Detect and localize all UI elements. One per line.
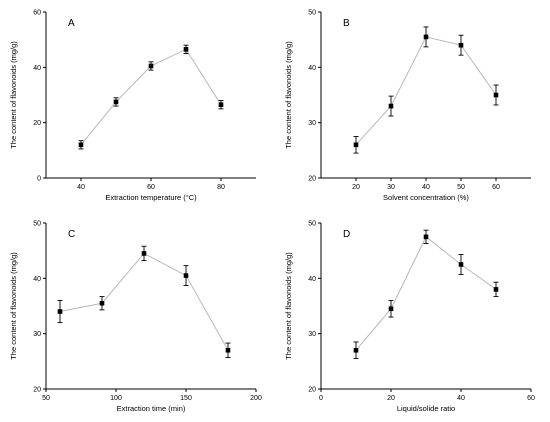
y-tick-label-b: 50 [308,10,316,17]
series-line-d [355,236,497,351]
x-tick-label-d: 40 [457,395,465,402]
y-tick-label-d: 30 [308,331,316,338]
chart-panel-a: 40 60 80 0 20 40 60 Extraction temperature (°C)… [0,0,275,211]
y-tick-label-b: 20 [308,176,316,183]
data-point-c [225,347,231,353]
x-tick-label-a: 40 [77,184,85,191]
data-point-d [353,347,359,353]
x-tick-label-c: 50 [42,395,50,402]
data-point-a [78,142,84,148]
series-line-c [59,252,229,351]
data-point-d [458,262,464,267]
data-point-b [388,103,394,109]
data-point-b [493,92,499,98]
data-point-c [183,273,189,278]
data-point-c [99,300,105,306]
data-point-b [353,142,359,148]
panel-letter-d: D [343,229,350,240]
chart-b-svg: 20 30 40 50 60 20 30 40 50 Solvent concentration … [284,10,531,202]
y-tick-label-a: 20 [33,120,41,127]
data-point-a [218,102,224,107]
y-tick-label-a: 60 [33,10,41,17]
chart-panel-b: 20 30 40 50 60 20 30 40 50 Solvent concentration … [275,0,550,211]
x-axis-label-d: Liquid/solide ratio [397,404,455,413]
series-line-b [355,36,497,146]
data-point-c [141,251,147,256]
data-point-b [423,34,429,40]
y-tick-label-c: 30 [33,331,41,338]
y-tick-label-b: 40 [308,65,316,72]
data-point-a [113,99,119,105]
chart-panel-c: 50 100 150 200 20 30 40 50 Extraction time (min)… [0,211,275,422]
y-tick-label-d: 50 [308,221,316,228]
y-axis-label-c: The content of flavonoids (mg/g) [9,252,18,360]
y-axis-label-b: The content of flavonoids (mg/g) [284,41,293,149]
data-point-c [57,309,63,314]
y-tick-label-b: 30 [308,120,316,127]
y-tick-label-d: 20 [308,387,316,394]
x-tick-label-d: 20 [387,395,395,402]
panel-letter-b: B [343,18,350,29]
data-point-b [458,42,464,48]
x-tick-label-b: 60 [492,184,500,191]
x-tick-label-d: 60 [527,395,535,402]
data-point-d [423,234,429,240]
y-axis-label-d: The content of flavonoids (mg/g) [284,252,293,360]
y-tick-label-c: 40 [33,276,41,283]
x-tick-label-a: 80 [217,184,225,191]
data-point-a [148,63,154,69]
y-tick-label-c: 20 [33,387,41,394]
data-point-d [493,287,499,292]
x-tick-label-b: 20 [352,184,360,191]
chart-panel-d: 0 20 40 60 20 30 40 50 Liquid/solide ratio The co… [275,211,550,422]
panel-letter-c: C [68,229,75,240]
y-tick-label-a: 0 [37,176,41,183]
y-tick-label-d: 40 [308,276,316,283]
data-point-d [388,306,394,312]
y-axis-label-a: The content of flavonoids (mg/g) [9,41,18,149]
x-tick-label-c: 150 [180,395,192,402]
y-tick-label-c: 50 [33,221,41,228]
panel-letter-a: A [68,18,75,29]
x-axis-label-c: Extraction time (min) [117,404,186,413]
x-tick-label-d: 0 [319,395,323,402]
x-axis-label-a: Extraction temperature (°C) [105,193,197,202]
x-tick-label-c: 200 [250,395,262,402]
x-axis-label-b: Solvent concentration (%) [383,193,469,202]
y-tick-label-a: 40 [33,65,41,72]
x-tick-label-b: 40 [422,184,430,191]
chart-c-svg: 50 100 150 200 20 30 40 50 Extraction time (min)… [9,221,262,414]
x-tick-label-c: 100 [110,395,122,402]
data-point-a [183,47,189,52]
x-tick-label-a: 60 [147,184,155,191]
x-tick-label-b: 30 [387,184,395,191]
x-tick-label-b: 50 [457,184,465,191]
chart-a-svg: 40 60 80 0 20 40 60 Extraction temperature (°C)… [9,10,256,202]
